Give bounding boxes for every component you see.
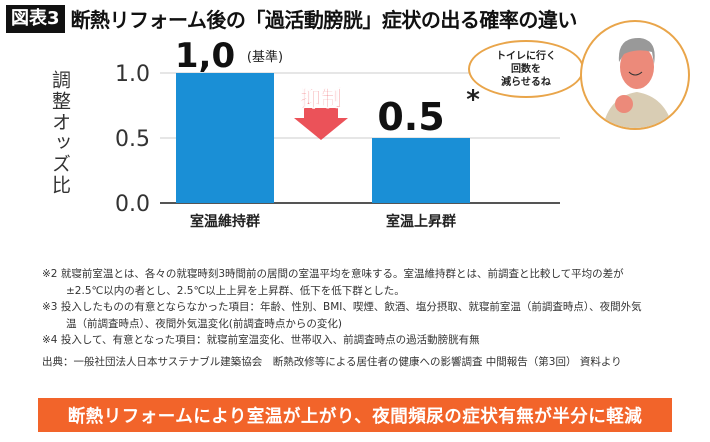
speech-bubble: トイレに行く 回数を 減らせるね [468, 40, 584, 98]
source: 出典：一般社団法人日本サステナブル建築協会 断熱改修等による居住者の健康への影響… [42, 356, 622, 368]
y-tick-label: 0.0 [115, 192, 150, 217]
data-label-suffix: (基準) [247, 49, 283, 65]
bar [372, 138, 470, 203]
man-illustration [580, 20, 690, 130]
category-label: 室温維持群 [190, 213, 260, 230]
bar-chart: 0.0 0.5 1.0 室温維持群 1,0 (基準) 室温上昇群 0.5 * 抑制 [115, 36, 560, 230]
down-arrow-icon [294, 108, 348, 140]
data-label-suffix: * [466, 85, 480, 115]
footnotes: ※2 就寝前室温とは、各々の就寝時刻3時間前の居間の室温平均を意味する。室温維持… [42, 266, 642, 349]
data-label: 1,0 [175, 36, 235, 76]
y-axis-label: 調整オッズ比 [49, 70, 71, 196]
figure-badge: 図表3 [6, 4, 65, 33]
annotation-label: 抑制 [300, 87, 342, 111]
note: ※2 就寝前室温とは、各々の就寝時刻3時間前の居間の室温平均を意味する。室温維持… [42, 268, 624, 280]
y-tick-label: 0.5 [115, 127, 150, 152]
conclusion-banner: 断熱リフォームにより室温が上がり、夜間頻尿の症状有無が半分に軽減 [38, 398, 672, 432]
speech-bubble-text: トイレに行く 回数を 減らせるね [496, 51, 556, 88]
data-label: 0.5 [377, 95, 444, 139]
note: 温（前調査時点）、夜間外気温変化(前調査時点からの変化) [66, 317, 342, 330]
category-label: 室温上昇群 [386, 213, 456, 230]
note: ±2.5℃以内の者とし、2.5℃以上上昇を上昇群、低下を低下群とした。 [66, 284, 405, 297]
note: ※4 投入して、有意となった項目：就寝前室温変化、世帯収入、前調査時点の過活動膀… [42, 334, 480, 346]
thinking-man-icon [602, 37, 673, 128]
figure-title: 図表3 断熱リフォーム後の「過活動膀胱」症状の出る確率の違い [6, 4, 577, 33]
bar [176, 73, 274, 203]
title-text: 断熱リフォーム後の「過活動膀胱」症状の出る確率の違い [70, 8, 578, 32]
y-tick-label: 1.0 [115, 62, 150, 87]
note: ※3 投入したものの有意とならなかった項目：年齢、性別、BMI、喫煙、飲酒、塩分… [42, 301, 642, 313]
